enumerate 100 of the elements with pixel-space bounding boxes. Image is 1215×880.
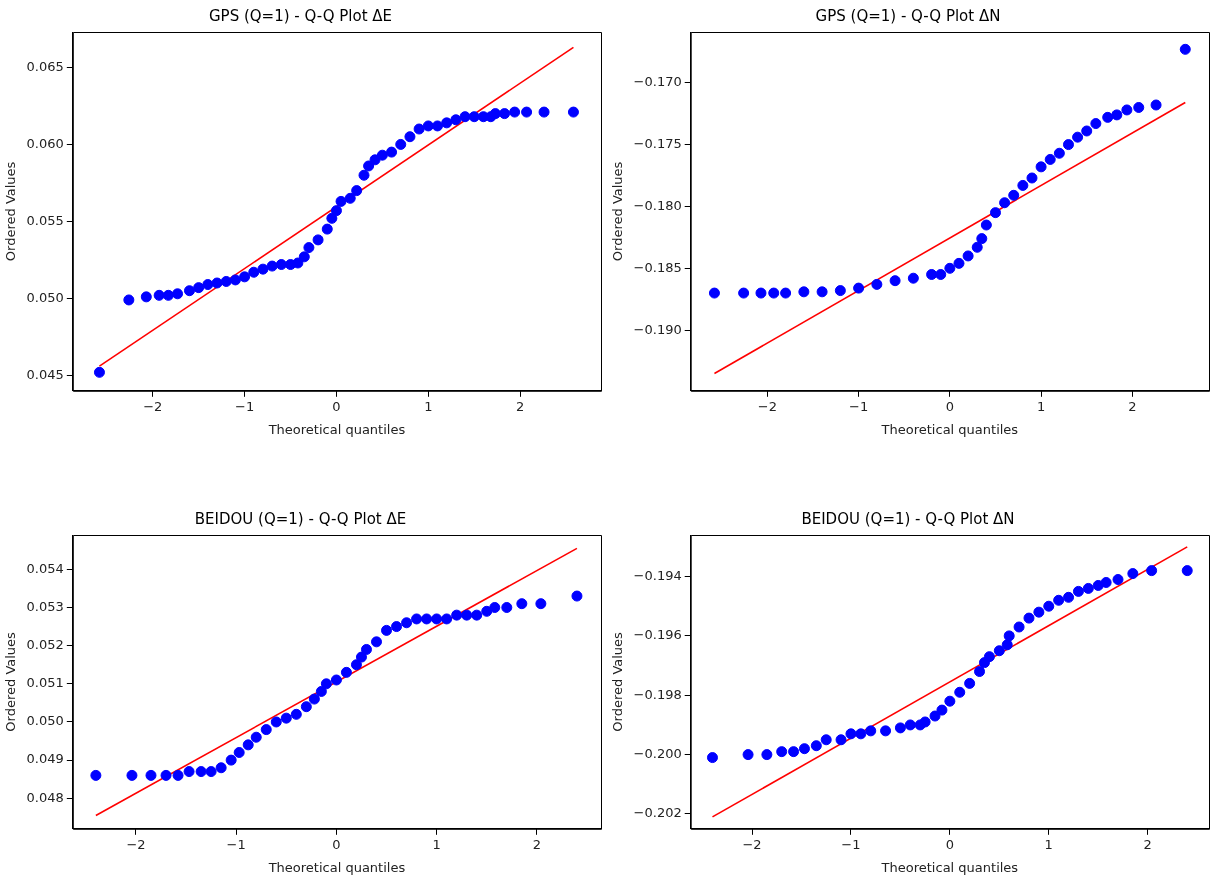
- y-axis-title: Ordered Values: [610, 161, 626, 262]
- point: [971, 241, 983, 253]
- point: [976, 233, 988, 245]
- y-tick-label: −0.194: [633, 567, 682, 583]
- point: [980, 219, 992, 231]
- point: [974, 666, 986, 678]
- y-tick-label: 0.050: [26, 713, 64, 729]
- point: [964, 677, 976, 689]
- point: [1082, 582, 1094, 594]
- point: [810, 740, 822, 752]
- point: [422, 120, 434, 132]
- point: [355, 651, 367, 663]
- point: [220, 275, 232, 287]
- point: [855, 728, 867, 740]
- point: [567, 106, 579, 118]
- point: [451, 609, 463, 621]
- y-tick-label: −0.200: [633, 745, 682, 761]
- point: [193, 282, 205, 294]
- x-tick-label: 2: [1128, 398, 1137, 414]
- point: [260, 724, 272, 736]
- point: [145, 769, 157, 781]
- point: [865, 725, 877, 737]
- point: [1062, 139, 1074, 151]
- point: [880, 725, 892, 737]
- point: [1121, 104, 1133, 116]
- point: [211, 277, 223, 289]
- point: [1146, 565, 1158, 577]
- point: [335, 195, 347, 207]
- point: [1127, 568, 1139, 580]
- point: [798, 286, 810, 298]
- point: [172, 288, 184, 300]
- point: [93, 366, 105, 378]
- point: [257, 263, 269, 275]
- point: [1008, 189, 1020, 201]
- chart-title: BEIDOU (Q=1) - Q-Q Plot ΔE: [194, 509, 407, 528]
- point: [509, 106, 521, 118]
- point: [1133, 101, 1145, 113]
- y-tick-label: −0.180: [633, 197, 682, 213]
- point: [401, 617, 413, 629]
- point: [290, 708, 302, 720]
- point: [1023, 612, 1035, 624]
- point: [360, 643, 372, 655]
- point: [320, 678, 332, 690]
- point: [292, 257, 304, 269]
- point: [344, 192, 356, 204]
- point: [183, 285, 195, 297]
- point: [312, 234, 324, 246]
- x-tick-label: 0: [332, 836, 341, 852]
- point: [993, 645, 1005, 657]
- point: [871, 278, 883, 290]
- point: [1026, 172, 1038, 184]
- point: [489, 108, 501, 120]
- x-tick-label: 0: [332, 398, 341, 414]
- point: [1013, 621, 1025, 633]
- point: [270, 716, 282, 728]
- point: [1100, 576, 1112, 588]
- point: [944, 695, 956, 707]
- point: [853, 282, 865, 294]
- point: [162, 289, 174, 301]
- x-tick-label: −1: [849, 398, 869, 414]
- point: [489, 602, 501, 613]
- x-tick-label: 0: [945, 398, 954, 414]
- point: [391, 621, 403, 633]
- point: [845, 728, 857, 740]
- point: [535, 598, 547, 610]
- y-tick-label: 0.050: [26, 289, 64, 305]
- point: [239, 271, 251, 283]
- y-axis-title: Ordered Values: [3, 631, 19, 732]
- point: [358, 169, 370, 181]
- point: [202, 279, 214, 291]
- point: [275, 259, 287, 271]
- point: [954, 686, 966, 698]
- y-tick-label: 0.065: [26, 58, 64, 74]
- point: [315, 685, 327, 697]
- point: [820, 734, 832, 746]
- point: [936, 704, 948, 716]
- point: [776, 746, 788, 758]
- y-tick-label: −0.198: [633, 686, 682, 702]
- point: [780, 287, 792, 299]
- y-tick-label: −0.175: [633, 135, 682, 151]
- point: [1053, 594, 1065, 606]
- y-tick-label: 0.054: [26, 560, 64, 576]
- x-tick-label: 1: [432, 836, 441, 852]
- x-tick-label: 1: [1044, 836, 1053, 852]
- x-axis-title: Theoretical quantiles: [267, 859, 406, 875]
- point: [205, 766, 217, 778]
- point: [1053, 147, 1065, 159]
- point: [894, 722, 906, 734]
- point: [1044, 153, 1056, 165]
- point: [242, 739, 254, 751]
- x-tick-label: 1: [1036, 398, 1046, 414]
- point: [499, 108, 511, 120]
- point: [1043, 600, 1055, 612]
- point: [1072, 131, 1084, 143]
- point: [1035, 161, 1047, 173]
- point: [983, 651, 995, 663]
- x-tick-label: −2: [757, 398, 777, 414]
- point: [1072, 585, 1084, 597]
- point: [303, 242, 315, 254]
- y-tick-label: −0.196: [633, 627, 682, 643]
